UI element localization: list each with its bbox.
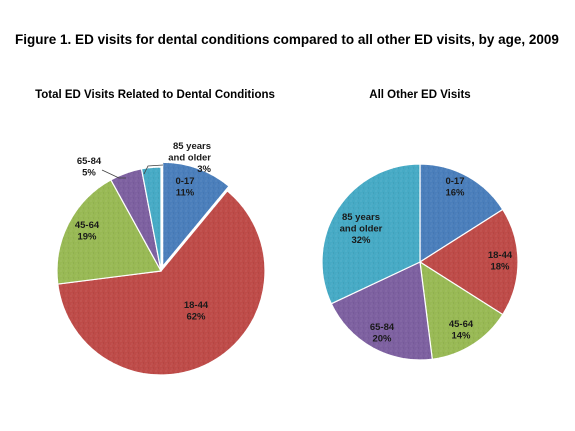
pie-slice-texture (162, 162, 229, 267)
pie-slice-texture (321, 164, 420, 304)
slice-label-45-64: 45-64 14% (449, 319, 474, 341)
pie-slice-texture (420, 209, 518, 315)
pie-slice-texture (331, 262, 433, 360)
pie-slice-texture (110, 168, 161, 271)
figure-title: Figure 1. ED visits for dental condition… (15, 32, 559, 47)
pie-chart-dental: Total ED Visits Related to Dental Condit… (35, 89, 275, 376)
slice-label-85-years-and-older: 85 years and older 3% (168, 141, 211, 175)
slice-label-0-17: 0-17 11% (175, 176, 194, 198)
pie-slice-texture (420, 164, 503, 262)
slice-label-18-44: 18-44 62% (184, 300, 209, 322)
pie-slice-texture (141, 167, 161, 271)
slice-label-18-44: 18-44 18% (488, 250, 513, 272)
pie-slice-texture (57, 179, 161, 285)
slice-label-45-64: 45-64 19% (75, 220, 100, 242)
label-leader-line (143, 164, 164, 175)
pie-slice-texture (420, 262, 503, 360)
slice-label-65-84: 65-84 20% (370, 322, 395, 344)
slice-label-0-17: 0-17 16% (445, 176, 465, 198)
pie-title-other: All Other ED Visits (369, 89, 470, 101)
pie-title-dental: Total ED Visits Related to Dental Condit… (35, 89, 275, 101)
pie-chart-other: All Other ED Visits 0-17 16% 18-44 18% 45-64… (321, 89, 519, 361)
slice-label-65-84: 65-84 5% (77, 156, 102, 178)
slice-label-85-years-and-older: 85 years and older 32% (340, 212, 383, 246)
pie-slice-texture (57, 190, 266, 375)
label-leader-line (101, 169, 126, 179)
